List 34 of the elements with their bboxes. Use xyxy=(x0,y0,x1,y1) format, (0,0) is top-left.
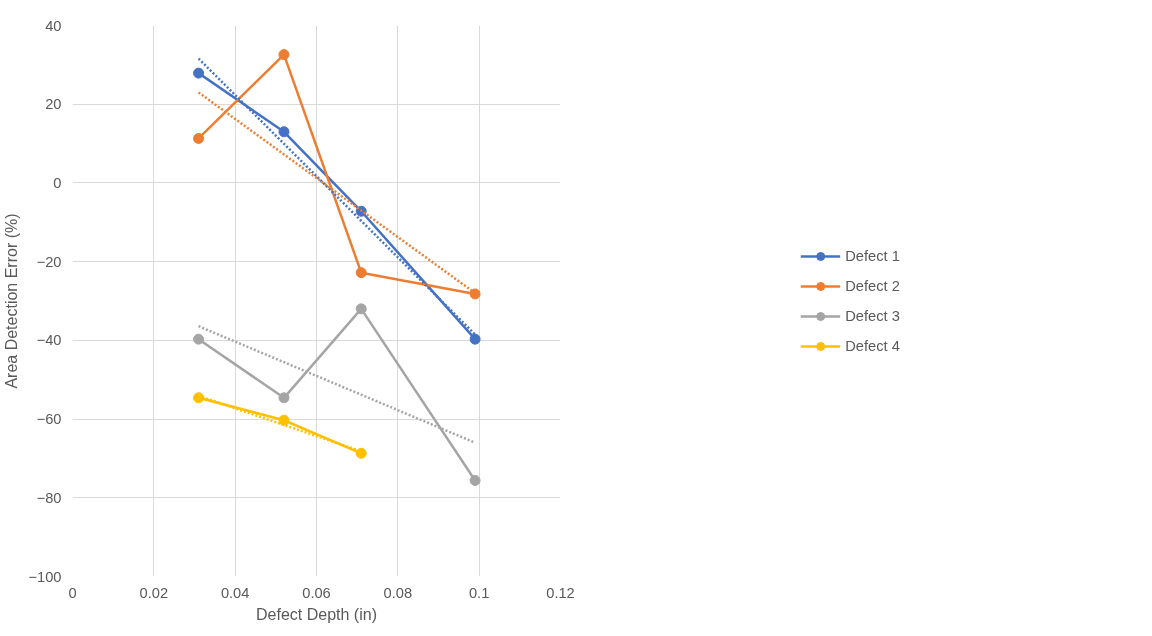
point xyxy=(355,447,367,459)
x-axis-title: Defect Depth (in) xyxy=(256,605,377,623)
y-tick-label: −20 xyxy=(36,253,62,270)
legend-label: Defect 3 xyxy=(845,307,900,324)
y-axis-title: Area Detection Error (%) xyxy=(3,213,21,389)
legend-label: Defect 2 xyxy=(845,277,900,294)
y-tick-label: −100 xyxy=(28,568,62,585)
y-tick-label: −80 xyxy=(36,489,62,506)
point xyxy=(193,333,205,345)
point xyxy=(469,474,481,486)
x-tick-label: 0.02 xyxy=(139,584,169,601)
x-tick-label: 0.12 xyxy=(546,584,575,601)
legend-label: Defect 4 xyxy=(845,337,900,354)
point xyxy=(193,132,205,144)
point xyxy=(278,126,290,138)
y-tick-label: 0 xyxy=(53,174,62,191)
y-tick-label: 20 xyxy=(45,96,62,113)
x-tick-label: 0.06 xyxy=(302,584,331,601)
x-tick-label: 0.04 xyxy=(220,584,250,601)
point xyxy=(278,414,290,426)
y-tick-label: 40 xyxy=(45,17,62,34)
point xyxy=(278,392,290,404)
point xyxy=(355,267,367,279)
point xyxy=(469,333,481,345)
point xyxy=(193,67,205,79)
y-tick-label: −40 xyxy=(36,332,62,349)
x-tick-label: 0.08 xyxy=(383,584,413,601)
y-tick-label: −60 xyxy=(36,411,62,428)
point xyxy=(355,303,367,315)
legend-label: Defect 1 xyxy=(845,247,900,264)
x-tick-label: 0 xyxy=(68,584,77,601)
point xyxy=(193,392,205,404)
x-tick-label: 0.1 xyxy=(468,584,490,601)
point xyxy=(278,49,290,61)
